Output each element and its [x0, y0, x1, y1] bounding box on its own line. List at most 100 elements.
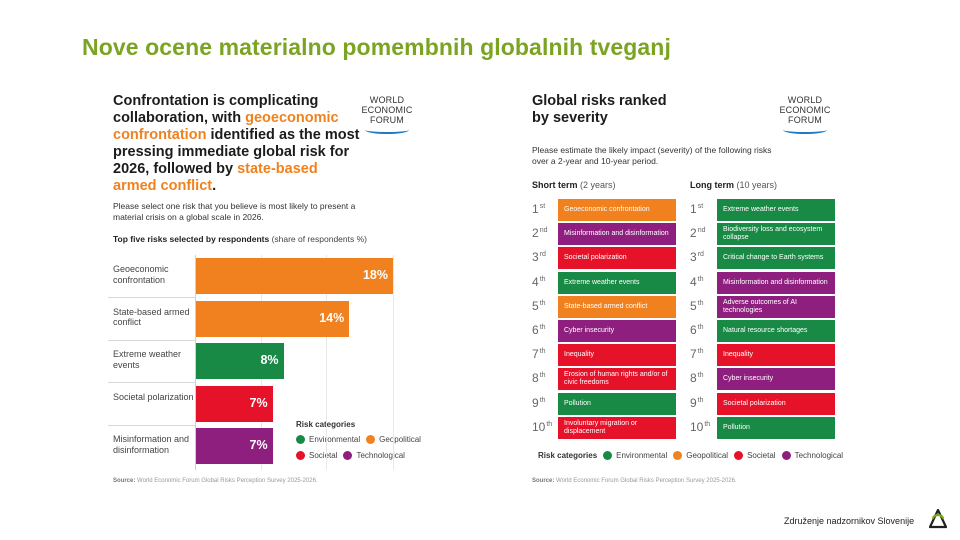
left-infographic-panel: Confrontation is complicating collaborat… — [98, 80, 428, 490]
long-term-risk-item: Adverse outcomes of AI technologies — [717, 295, 835, 318]
short-term-risk-item: Pollution — [558, 392, 676, 415]
bar-value-label: 7% — [249, 438, 268, 452]
organization-logo-icon — [929, 509, 947, 529]
row-separator — [108, 424, 196, 426]
long-term-rank: 9th — [690, 395, 704, 410]
long-term-rank: 4th — [690, 274, 704, 289]
source-label: Source: — [532, 478, 555, 484]
short-term-heading: Short term (2 years) — [532, 180, 616, 190]
short-term-rank: 2nd — [532, 226, 548, 241]
source-label: Source: — [113, 478, 136, 484]
legend-environmental: Environmental — [296, 435, 360, 444]
right-infographic-panel: Global risks ranked by severity WORLD EC… — [520, 80, 850, 490]
short-term-rank: 4th — [532, 274, 546, 289]
source-text: World Economic Forum Global Risks Percep… — [556, 478, 737, 484]
footer-organization: Združenje nadzornikov Slovenije — [784, 516, 915, 526]
long-term-risk-item: Natural resource shortages — [717, 320, 835, 342]
legend-technological: Technological — [343, 451, 405, 460]
heading-text-part: identified as the most pressing immediat… — [113, 127, 360, 177]
long-term-heading: Long term (10 years) — [690, 180, 777, 190]
bar-category-label: Geoeconomic confrontation — [113, 264, 169, 285]
long-term-rank: 8th — [690, 371, 704, 386]
legend-label: Societal — [309, 451, 338, 460]
row-separator — [108, 297, 196, 298]
logo-text: ECONOMIC — [361, 105, 413, 115]
short-term-rank: 6th — [532, 323, 546, 337]
technological-dot-icon — [343, 451, 353, 460]
heading-text-part: . — [212, 178, 217, 194]
chart-axis — [195, 255, 196, 470]
short-term-risk-item: Erosion of human rights and/or of civic … — [558, 368, 676, 391]
subhead-bold: Top five risks selected by respondents — [113, 234, 270, 244]
grid-line — [326, 255, 328, 470]
long-term-rank: 1st — [690, 202, 704, 216]
technological-dot-icon — [781, 451, 791, 460]
legend-label: Geopolitical — [686, 451, 729, 460]
long-term-rank: 10th — [690, 419, 711, 434]
short-term-rank: 7th — [532, 347, 546, 362]
short-term-risk-item: Extreme weather events — [558, 271, 676, 294]
bar: 14% — [196, 300, 350, 337]
long-term-rank: 3rd — [690, 250, 704, 265]
logo-text: WORLD — [369, 95, 405, 105]
chart-subheading: Top five risks selected by respondents (… — [113, 234, 367, 244]
wef-logo-right: WORLD ECONOMIC FORUM — [773, 95, 837, 134]
col-head-normal: (10 years) — [734, 180, 778, 190]
legend-label: Environmental — [309, 435, 361, 444]
short-term-risk-item: Inequality — [558, 344, 676, 367]
long-term-risk-item: Misinformation and disinformation — [717, 271, 835, 294]
legend-label: Geopolitical — [379, 435, 421, 444]
subhead-normal: (share of respondents %) — [269, 234, 368, 244]
bar: 18% — [196, 258, 393, 294]
legend-label: Technological — [794, 451, 844, 460]
long-term-rank: 2nd — [690, 226, 706, 241]
legend-label: Environmental — [616, 451, 668, 460]
legend-technological: Technological — [781, 451, 844, 460]
short-term-rank: 1st — [532, 202, 546, 216]
bar: 7% — [196, 428, 273, 464]
long-term-rank: 5th — [690, 298, 704, 313]
source-text: World Economic Forum Global Risks Percep… — [137, 478, 318, 484]
right-heading: Global risks ranked by severity — [532, 93, 667, 126]
bar-value-label: 18% — [362, 268, 388, 282]
environmental-dot-icon — [296, 435, 305, 444]
legend-label: Societal — [747, 451, 776, 460]
long-term-rank: 6th — [690, 323, 704, 337]
left-question: Please select one risk that you believe … — [113, 201, 356, 222]
long-term-risk-item: Extreme weather events — [717, 199, 835, 221]
societal-dot-icon — [734, 451, 744, 460]
legend-environmental: Environmental — [603, 451, 667, 460]
short-term-rank: 8th — [532, 371, 546, 386]
right-source: Source: World Economic Forum Global Risk… — [532, 478, 737, 484]
logo-text: WORLD — [787, 95, 823, 105]
col-head-bold: Short term — [532, 180, 578, 190]
wef-swoosh-icon — [365, 126, 409, 134]
col-head-normal: (2 years) — [577, 180, 616, 190]
societal-dot-icon — [296, 451, 305, 460]
legend-geopolitical: Geopolitical — [366, 435, 421, 444]
long-term-risk-item: Inequality — [717, 344, 835, 367]
heading-highlight-armed-conflict: state-based armed conflict — [113, 161, 318, 194]
short-term-risk-item: Involuntary migration or displacement — [558, 416, 676, 439]
short-term-risk-item: Geoeconomic confrontation — [558, 199, 676, 221]
bar-value-label: 14% — [319, 310, 345, 325]
long-term-risk-item: Societal polarization — [717, 392, 835, 415]
wef-logo-left: WORLD ECONOMIC FORUM — [355, 95, 419, 134]
legend-societal: Societal — [296, 451, 337, 460]
short-term-risk-item: Cyber insecurity — [558, 320, 676, 342]
short-term-rank: 10th — [532, 419, 553, 434]
long-term-risk-item: Cyber insecurity — [717, 368, 835, 391]
col-head-bold: Long term — [690, 180, 734, 190]
bar-category-label: Extreme weather events — [113, 349, 182, 370]
legend-right: Risk categories Environmental Geopolitic… — [538, 451, 849, 460]
right-question: Please estimate the likely impact (sever… — [532, 145, 772, 166]
legend-label: Technological — [356, 451, 405, 460]
logo-text: ECONOMIC — [779, 105, 831, 115]
legend-title: Risk categories — [538, 451, 598, 460]
bar: 8% — [196, 343, 284, 379]
bar-category-label: Misinformation and disinformation — [113, 434, 190, 455]
grid-line — [393, 255, 394, 470]
short-term-rank: 5th — [532, 298, 546, 313]
short-term-risk-item: Societal polarization — [558, 247, 676, 270]
bar-category-label: State-based armed conflict — [113, 306, 190, 328]
